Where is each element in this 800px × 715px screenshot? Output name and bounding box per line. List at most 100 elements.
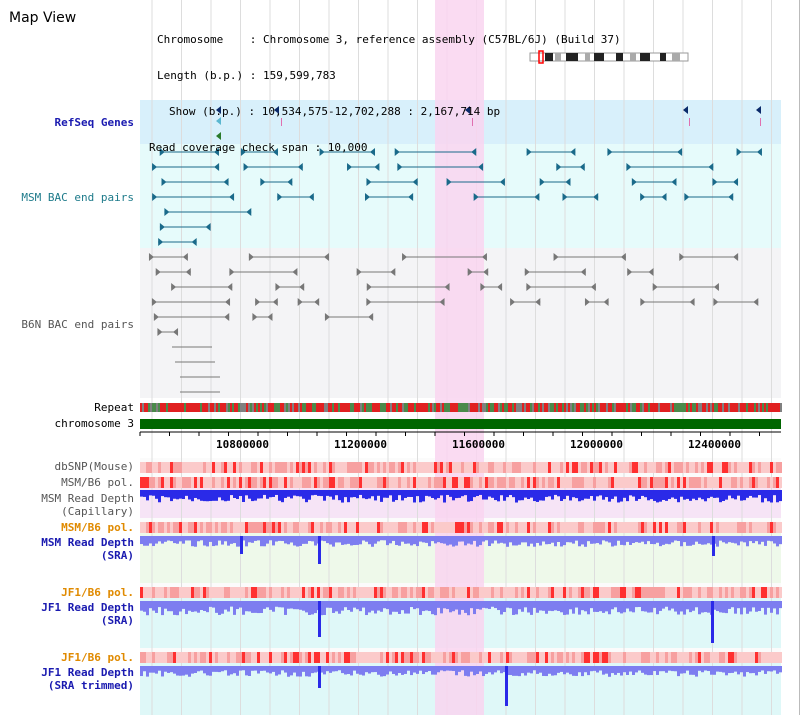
polymorphism-cell [506,522,509,533]
polymorphism-cell [713,522,716,533]
polymorphism-cell [506,652,509,663]
polymorphism-cell [410,462,413,473]
polymorphism-cell [284,477,287,488]
depth-bar [494,490,497,501]
bac-end-marker [394,148,400,156]
repeat-segment [420,403,422,412]
polymorphism-cell [662,477,665,488]
polymorphism-cell [656,477,659,488]
repeat-segment [296,403,298,412]
depth-bar [680,536,683,547]
polymorphism-cell [770,522,773,533]
repeat-segment [142,403,144,412]
polymorphism-cell [392,477,395,488]
repeat-segment [560,403,562,412]
track-label-msm-bac[interactable]: MSM BAC end pairs [21,191,134,204]
polymorphism-cell [401,477,404,488]
repeat-segment [344,403,346,412]
polymorphism-cell [326,462,329,473]
polymorphism-cell [494,587,497,598]
depth-bar [509,536,512,543]
polymorphism-cell [215,587,218,598]
repeat-segment [664,403,666,412]
depth-bar [554,536,557,547]
polymorphism-cell [686,587,689,598]
depth-bar [659,601,662,611]
polymorphism-cell [749,522,752,533]
polymorphism-cell [224,652,227,663]
polymorphism-cell [683,522,686,533]
track-label-b6n-bac[interactable]: B6N BAC end pairs [21,318,134,331]
polymorphism-cell [521,587,524,598]
polymorphism-cell [464,522,467,533]
repeat-segment [578,403,580,412]
track-label-refseq[interactable]: RefSeq Genes [54,116,134,129]
polymorphism-cell [560,477,563,488]
depth-bar [731,601,734,608]
repeat-segment [188,403,190,412]
polymorphism-cell [344,462,347,473]
polymorphism-cell [491,477,494,488]
polymorphism-cell [557,462,560,473]
depth-bar [380,601,383,612]
polymorphism-cell [227,587,230,598]
polymorphism-cell [359,462,362,473]
depth-bar [461,536,464,542]
polymorphism-cell [761,587,764,598]
depth-bar [392,490,395,502]
depth-bar [230,601,233,607]
repeat-segment [238,403,240,412]
bac-end-marker [157,328,163,336]
depth-bar [500,536,503,543]
repeat-segment [504,403,506,412]
depth-bar [335,536,338,543]
polymorphism-cell [440,522,443,533]
polymorphism-cell [623,652,626,663]
polymorphism-cell [431,587,434,598]
polymorphism-cell [635,462,638,473]
polymorphism-cell [437,652,440,663]
bac-end-marker [356,268,362,276]
depth-bar [770,490,773,503]
depth-bar [524,666,527,676]
depth-bar [755,490,758,498]
polymorphism-cell [773,587,776,598]
polymorphism-cell [722,477,725,488]
depth-bar [278,666,281,675]
depth-bar [290,666,293,676]
repeat-segment [422,403,424,412]
depth-bar [287,490,290,497]
polymorphism-cell [155,522,158,533]
bac-end-marker [223,178,229,186]
depth-bar [668,601,671,611]
repeat-segment [174,403,176,412]
depth-bar [203,601,206,611]
repeat-segment [336,403,338,412]
polymorphism-cell [482,477,485,488]
bac-end-marker [631,178,637,186]
polymorphism-cell [209,462,212,473]
polymorphism-cell [230,587,233,598]
polymorphism-cell [710,587,713,598]
polymorphism-cell [425,652,428,663]
polymorphism-cell [230,652,233,663]
depth-bar [212,490,215,501]
polymorphism-cell [512,522,515,533]
repeat-segment [658,403,660,412]
depth-bar [260,536,263,547]
polymorphism-cell [389,652,392,663]
polymorphism-cell [188,587,191,598]
polymorphism-cell [272,462,275,473]
depth-bar [218,536,221,541]
polymorphism-cell [335,652,338,663]
polymorphism-cell [368,462,371,473]
polymorphism-cell [185,462,188,473]
depth-bar [344,490,347,498]
depth-bar [581,536,584,545]
depth-bar [506,536,509,547]
polymorphism-cell [509,522,512,533]
polymorphism-cell [581,522,584,533]
polymorphism-cell [356,462,359,473]
repeat-segment [528,403,530,412]
